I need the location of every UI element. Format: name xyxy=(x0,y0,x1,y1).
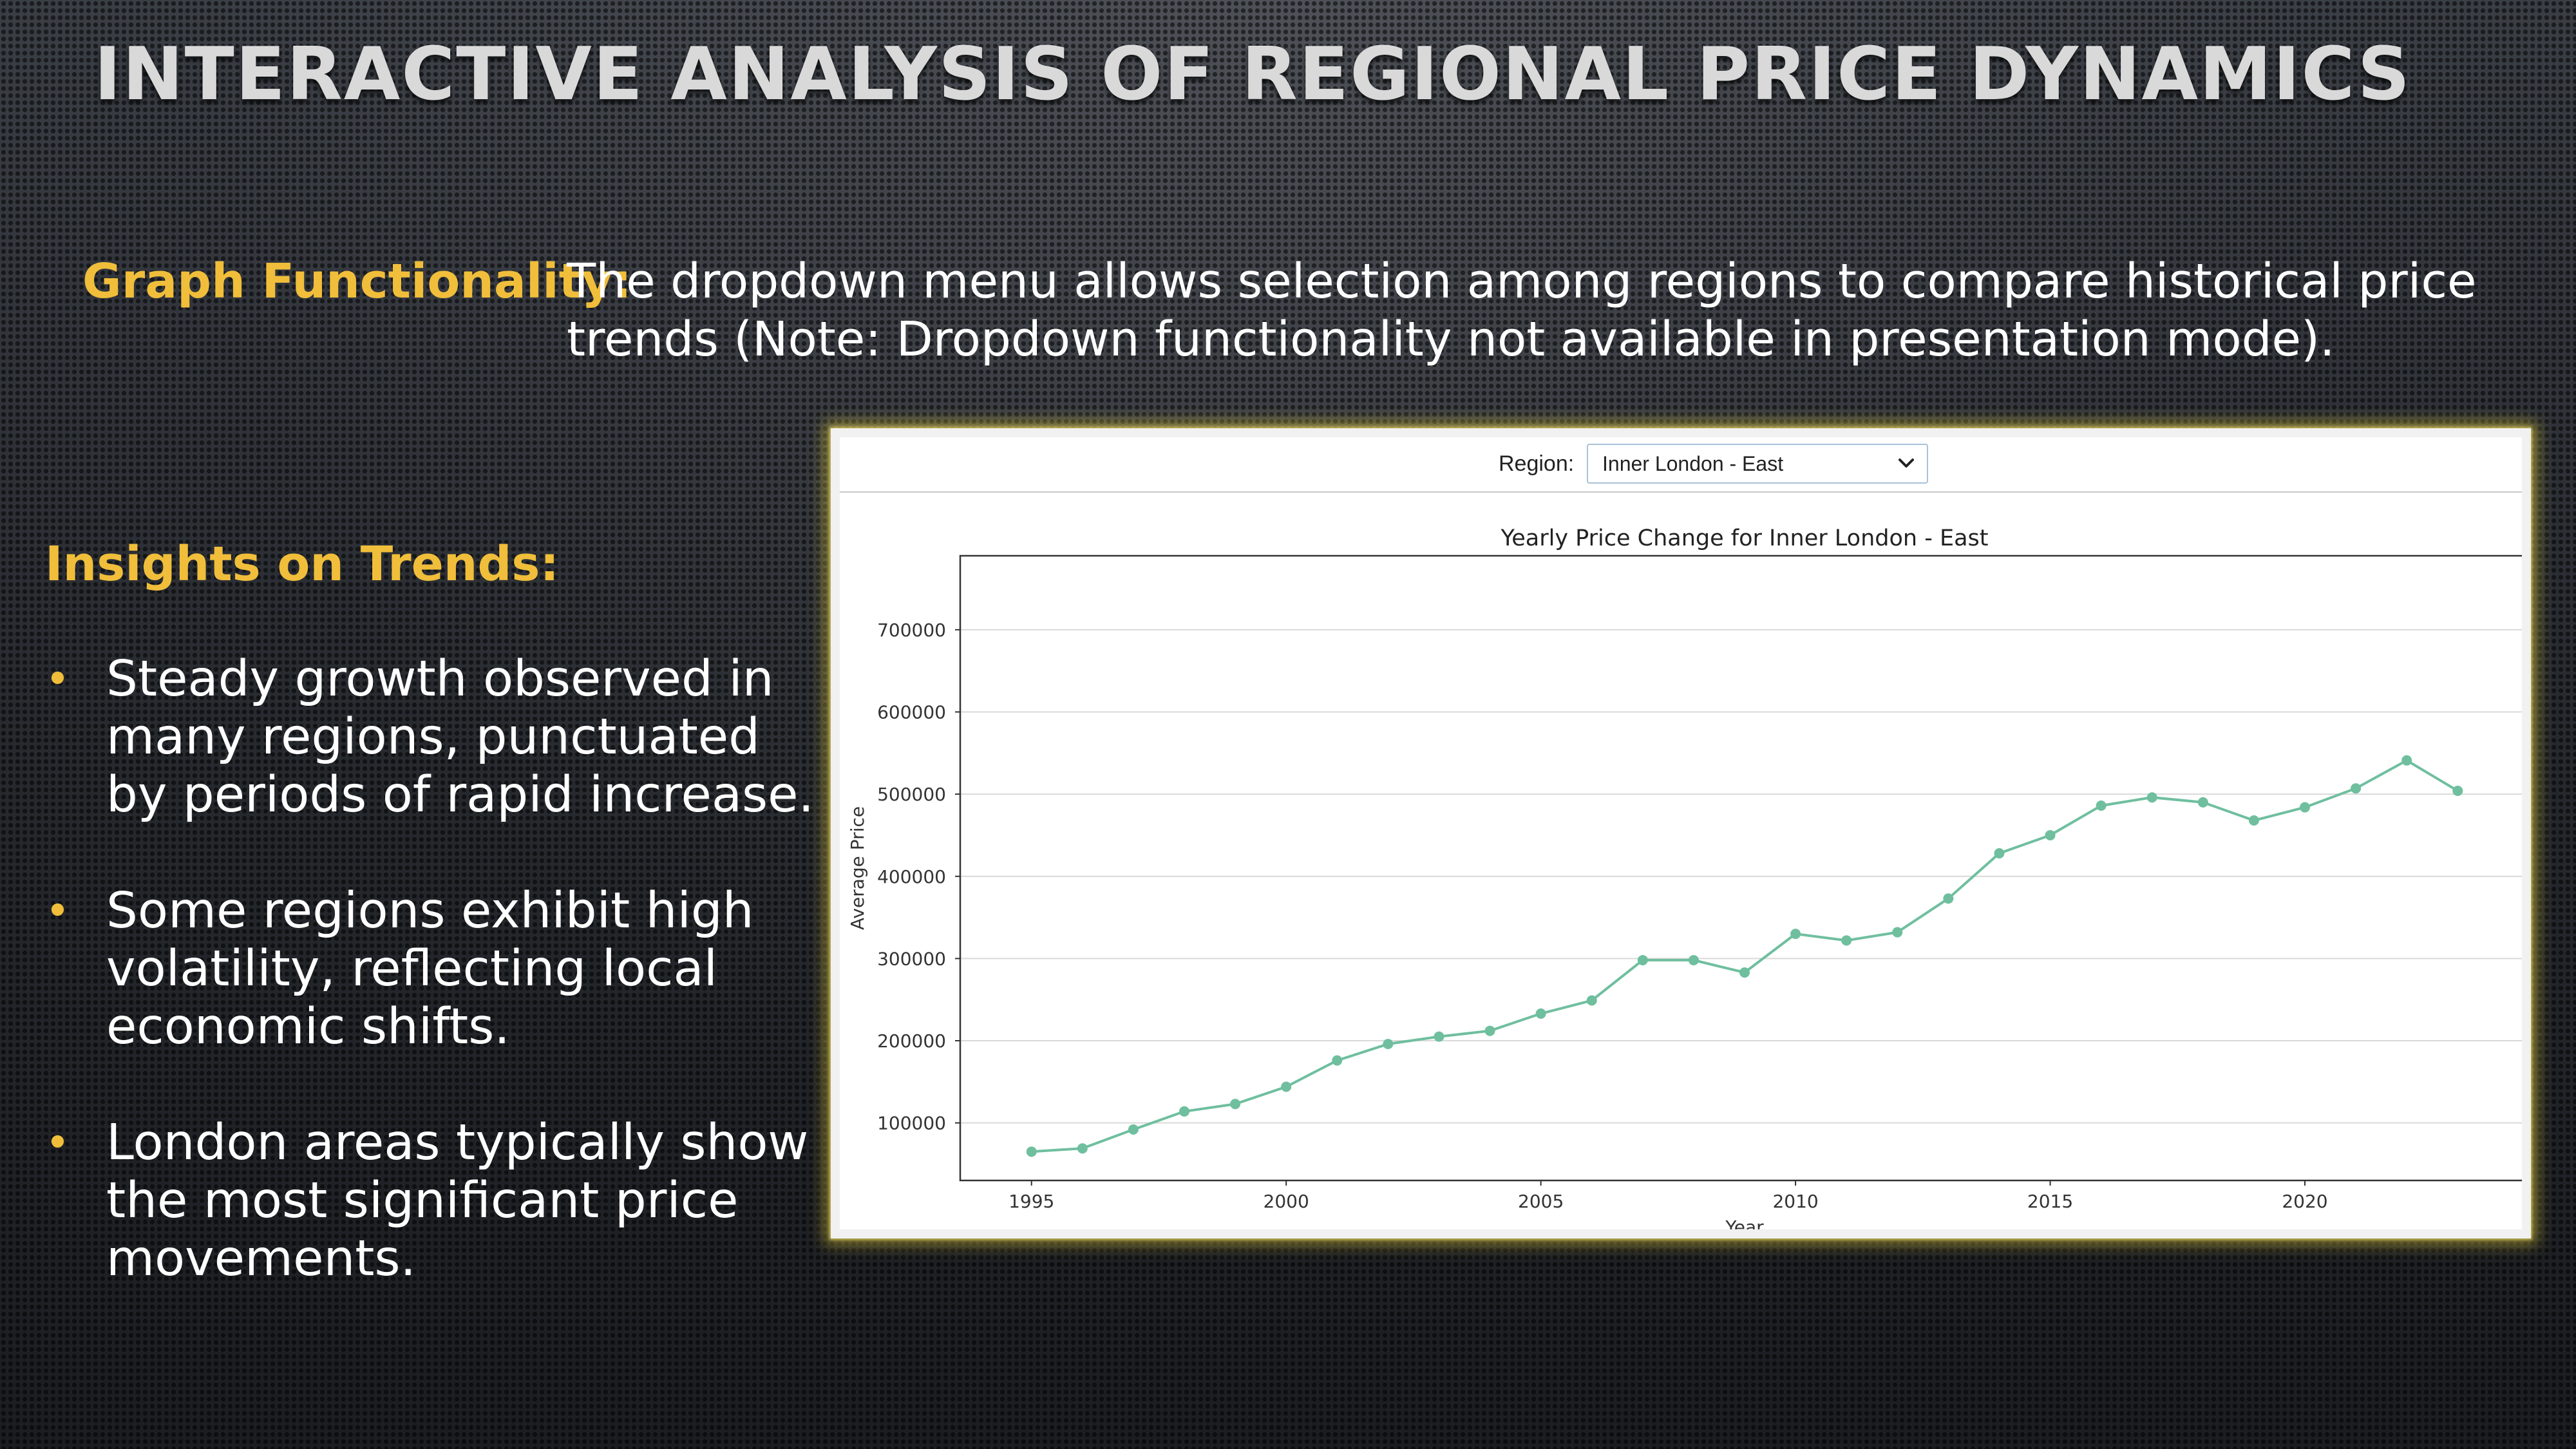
data-point xyxy=(1892,927,1903,938)
data-point xyxy=(1383,1039,1394,1050)
bullet-icon: • xyxy=(45,1118,70,1168)
data-point xyxy=(1535,1008,1546,1019)
insight-item: • London areas typically show the most si… xyxy=(45,1114,824,1288)
data-point xyxy=(1332,1055,1343,1066)
bullet-icon: • xyxy=(45,886,70,936)
insight-text: Some regions exhibit high volatility, re… xyxy=(106,882,754,1056)
data-point xyxy=(1077,1143,1088,1154)
region-selector-bar: Region: Inner London - East xyxy=(840,437,2522,493)
insight-item: • Some regions exhibit high volatility, r… xyxy=(45,882,824,1056)
y-tick-label: 300000 xyxy=(877,948,946,969)
x-axis-label: Year xyxy=(1725,1217,1764,1229)
chart-title: Yearly Price Change for Inner London - E… xyxy=(1501,526,1989,551)
data-point xyxy=(1026,1146,1037,1157)
data-point xyxy=(1994,848,2005,859)
data-point xyxy=(1484,1025,1495,1036)
data-point xyxy=(1230,1099,1241,1110)
data-point xyxy=(2096,800,2107,811)
data-point xyxy=(2452,786,2463,797)
data-point xyxy=(2197,797,2208,808)
y-tick-label: 700000 xyxy=(877,620,946,641)
insight-item: • Steady growth observed in many regions,… xyxy=(45,650,824,824)
selected-region-value: Inner London - East xyxy=(1602,452,1784,475)
data-point xyxy=(1637,954,1648,965)
data-point xyxy=(2351,783,2362,794)
x-tick-label: 2020 xyxy=(2282,1191,2327,1212)
insight-text: Steady growth observed in many regions, … xyxy=(106,650,814,824)
region-dropdown[interactable]: Inner London - East xyxy=(1587,444,1928,484)
data-point xyxy=(1790,929,1801,940)
y-axis-label: Average Price xyxy=(847,806,868,930)
data-point xyxy=(1943,893,1954,904)
bullet-icon: • xyxy=(45,654,70,704)
y-tick-label: 100000 xyxy=(877,1113,946,1134)
data-point xyxy=(2300,802,2310,813)
x-tick-label: 1995 xyxy=(1009,1191,1054,1212)
data-point xyxy=(1281,1081,1292,1092)
price-line-chart: Yearly Price Change for Inner London - E… xyxy=(847,526,2522,1229)
data-point xyxy=(2146,792,2157,803)
plot-area-frame xyxy=(959,554,2522,1182)
data-point xyxy=(1434,1031,1444,1042)
series-line xyxy=(1031,759,2459,1153)
y-tick-label: 200000 xyxy=(877,1030,946,1052)
data-point xyxy=(1586,995,1597,1006)
x-tick-label: 2015 xyxy=(2027,1191,2073,1212)
insight-text: London areas typically show the most sig… xyxy=(106,1114,809,1287)
data-point xyxy=(2248,815,2259,826)
data-point xyxy=(1739,967,1750,978)
data-point xyxy=(1128,1124,1139,1135)
slide-title: INTERACTIVE ANALYSIS OF REGIONAL PRICE D… xyxy=(94,32,2411,117)
y-tick-label: 500000 xyxy=(877,784,946,805)
x-tick-label: 2005 xyxy=(1518,1191,1564,1212)
y-tick-label: 400000 xyxy=(877,866,946,887)
data-point xyxy=(1688,954,1699,965)
chevron-down-icon xyxy=(1899,459,1914,468)
data-point xyxy=(1179,1106,1189,1117)
insights-heading: Insights on Trends: xyxy=(45,536,560,592)
x-tick-label: 2000 xyxy=(1264,1191,1309,1212)
y-tick-label: 600000 xyxy=(877,702,946,723)
functionality-text: The dropdown menu allows selection among… xyxy=(567,254,2477,367)
data-point xyxy=(2401,755,2412,766)
data-point xyxy=(1841,935,1852,946)
insights-list: • Steady growth observed in many regions,… xyxy=(45,650,824,1346)
x-tick-label: 2010 xyxy=(1772,1191,1818,1212)
data-point xyxy=(2045,829,2056,840)
chart-widget-frame: Region: Inner London - East Yearly Price… xyxy=(831,428,2531,1238)
functionality-label: Graph Functionality: xyxy=(82,254,632,309)
region-label: Region: xyxy=(1499,451,1575,476)
